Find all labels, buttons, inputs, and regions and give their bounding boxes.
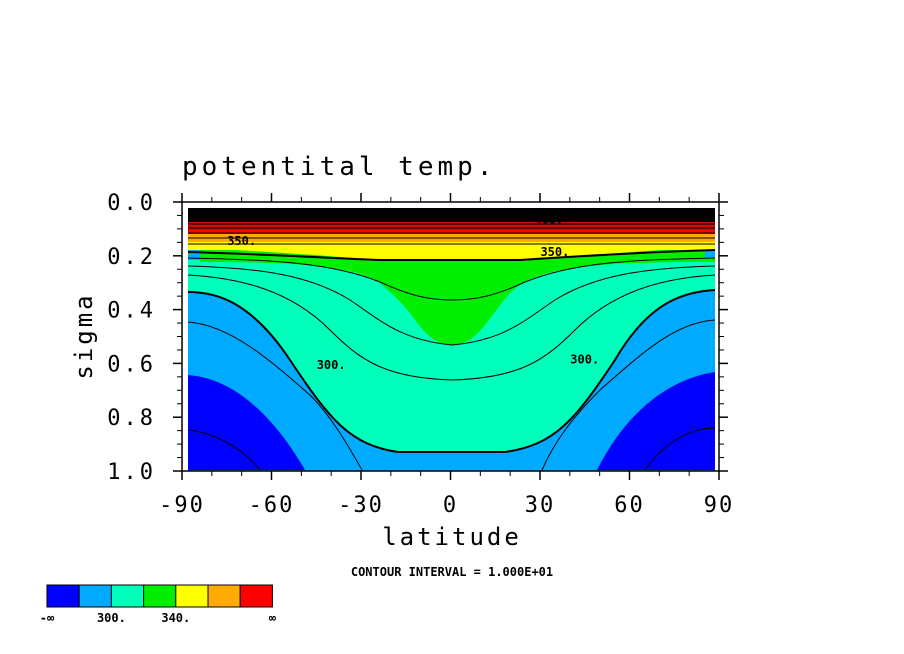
y-tick-label-3: 0.6 (107, 352, 156, 377)
x-tick-label-0: -90 (159, 493, 205, 518)
x-tick-label-2: -30 (338, 493, 384, 518)
contour-line-3 (541, 319, 716, 471)
colorbar-swatch-2 (110, 584, 145, 608)
contour-label-0: 300. (317, 358, 346, 372)
y-tick-label-5: 1.0 (107, 460, 156, 485)
x-tick-label-5: 60 (614, 493, 645, 518)
contour-line-0 (187, 429, 261, 471)
y-axis-label: sigma (70, 292, 98, 379)
colorbar-swatch-0 (46, 584, 80, 608)
x-tick-label-1: -60 (249, 493, 295, 518)
contour-line-8 (187, 249, 716, 261)
contour-label-1: 300. (570, 352, 599, 366)
colorbar-swatch-5 (207, 584, 241, 608)
contour-line-5 (187, 274, 716, 381)
colorbar-swatch-4 (175, 584, 209, 608)
contour-line-2 (187, 321, 363, 471)
contour-line-4 (187, 289, 716, 453)
y-tick-label-2: 0.4 (107, 299, 156, 324)
y-tick-label-1: 0.2 (107, 245, 156, 270)
band-350-360 (188, 242, 715, 260)
band-dense-top (188, 208, 715, 222)
axis-ticks (173, 193, 728, 480)
band-dense-red (188, 222, 715, 230)
band-low-north (597, 372, 715, 470)
x-tick-label-6: 90 (704, 493, 735, 518)
band-360-380 (188, 232, 715, 242)
plot-area (188, 208, 715, 471)
colorbar-label-3: ∞ (269, 611, 277, 625)
contour-lines (187, 219, 716, 471)
colorbar (46, 584, 273, 608)
contour-line-7 (187, 257, 716, 301)
contour-label-5: 400. (534, 213, 563, 227)
y-tick-label-0: 0.0 (107, 191, 156, 216)
contour-interval-text: CONTOUR INTERVAL = 1.000E+01 (351, 565, 553, 579)
colorbar-label-0: -∞ (40, 611, 55, 625)
contour-labels: 300. 300. 350. 350. 400. 400. (221, 210, 599, 372)
band-low-south (188, 375, 305, 470)
chart-title: potentital temp. (182, 152, 496, 182)
colorbar-labels: -∞ 300. 340. ∞ (40, 611, 277, 625)
contour-label-4: 400. (221, 210, 250, 224)
colorbar-swatch-1 (78, 584, 112, 608)
contour-label-2: 350. (227, 234, 256, 248)
x-tick-label-3: 0 (443, 493, 458, 518)
y-tick-label-4: 0.8 (107, 406, 156, 431)
contour-label-3: 350. (540, 245, 569, 259)
colorbar-swatch-3 (143, 584, 177, 608)
x-axis-label: latitude (382, 523, 522, 551)
colorbar-label-2: 340. (161, 611, 190, 625)
contour-line-6 (187, 265, 716, 346)
colorbar-label-1: 300. (97, 611, 126, 625)
contour-line-1 (644, 427, 716, 471)
x-tick-label-4: 30 (525, 493, 556, 518)
tick-labels: -90 -60 -30 0 30 60 90 0.0 0.2 0.4 0.6 0.8 1.0 (107, 191, 735, 518)
colorbar-swatch-6 (239, 584, 273, 608)
